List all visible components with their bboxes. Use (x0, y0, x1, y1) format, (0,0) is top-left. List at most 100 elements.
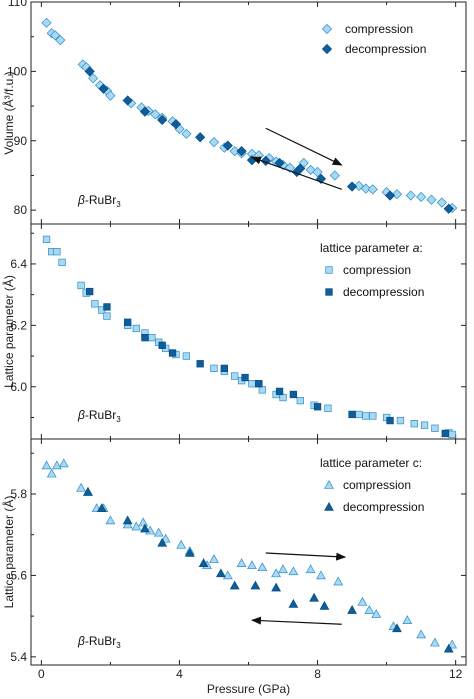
panel-3: 5.4 5.6 5.8 0 4 8 12 Lattice parameter (Å) β-RuB… (1, 438, 467, 681)
triangle-point (46, 468, 57, 478)
square-point (348, 410, 356, 419)
square-point (255, 380, 263, 388)
square-point (396, 416, 405, 425)
square-point (124, 318, 132, 326)
triangle-point (215, 568, 226, 578)
y-tick-label: 5.8 (10, 487, 27, 501)
square-point (448, 430, 456, 439)
triangle-point (347, 605, 357, 614)
square-point (258, 386, 266, 394)
square-point (91, 300, 99, 308)
square-point (362, 412, 370, 420)
square-point (431, 424, 439, 432)
legend-title-end: : (419, 241, 422, 255)
square-point (196, 360, 204, 368)
triangle-point (309, 592, 319, 602)
triangle-point (83, 486, 93, 496)
sample-label-main: -RuBr (85, 193, 116, 207)
triangle-point (140, 523, 150, 533)
square-point (148, 333, 156, 342)
series-decompression (84, 66, 454, 214)
square-point (103, 303, 111, 311)
triangle-point (247, 560, 257, 570)
x-tick-label: 12 (449, 667, 463, 681)
triangle-point (319, 600, 330, 610)
triangle-point (357, 596, 368, 606)
series-decompression (86, 287, 449, 438)
x-axis-label: Pressure (GPa) (207, 682, 290, 696)
direction-arrow (251, 156, 342, 190)
legend-label: compression (345, 22, 413, 36)
triangle-point (58, 458, 69, 468)
x-tick-label: 4 (176, 667, 183, 681)
square-point (248, 380, 256, 388)
square-point (141, 333, 149, 342)
square-point (77, 281, 85, 290)
triangle-point (316, 570, 326, 580)
diamond-point (405, 190, 416, 201)
diamond-point (170, 119, 182, 130)
sample-label: β-RuBr3 (77, 193, 121, 209)
diamond-point (50, 30, 61, 41)
square-point (241, 373, 249, 382)
triangle-point (333, 576, 344, 586)
triangle-point (278, 564, 288, 574)
y-tick-label: 110 (8, 0, 27, 9)
square-point (369, 412, 377, 420)
square-point (158, 341, 166, 349)
triangle-point (41, 460, 52, 470)
square-point (86, 287, 94, 296)
y-tick-label: 90 (14, 134, 28, 148)
legend-title: lattice parameter c: (320, 456, 422, 470)
diamond-point (360, 183, 371, 194)
triangle-point (184, 547, 195, 557)
triangle-point (229, 580, 240, 590)
y-axis-label: Lattice parameter (Å) (1, 496, 16, 609)
legend-label: compression (343, 478, 411, 492)
square-point (355, 410, 363, 419)
legend: compression decompression (321, 22, 426, 56)
diamond-point (312, 166, 323, 178)
panel-1: 80 90 100 110 Volume (Å³/f.u.) β-RuBr3 compres… (1, 0, 467, 225)
diamond-point (181, 128, 192, 139)
triangle-point (122, 515, 133, 525)
diamond-point (295, 163, 306, 174)
triangle-point (209, 554, 219, 563)
square-point (210, 364, 218, 373)
triangle-point (153, 527, 164, 537)
diamond-point (88, 73, 99, 84)
legend-marker (324, 501, 334, 511)
diamond-point (222, 140, 233, 151)
legend-label: compression (343, 263, 411, 277)
diamond-point (367, 184, 378, 195)
sample-label-prefix: β (77, 408, 85, 422)
diamond-point (384, 190, 396, 201)
square-point (103, 312, 111, 320)
panel-2: 6.0 6.2 6.4 Lattice parameter (Å) β-RuBr3 lat… (1, 223, 467, 440)
sample-label-prefix: β (77, 634, 85, 648)
y-tick-label: 5.6 (10, 568, 27, 582)
diamond-point (157, 114, 168, 126)
y-tick-label: 80 (14, 203, 28, 217)
triangle-point (176, 539, 187, 549)
square-point (168, 349, 177, 357)
triangle-point (443, 643, 454, 653)
triangle-point (157, 537, 168, 547)
y-axis-label: Lattice parameter (Å) (1, 275, 16, 388)
triangle-point (96, 503, 107, 513)
legend-title-text: lattice parameter (320, 241, 413, 255)
diamond-point (41, 17, 52, 28)
triangle-point (198, 558, 209, 567)
y-tick-label: 6.2 (10, 318, 27, 332)
diamond-point (436, 197, 447, 208)
direction-arrow (250, 616, 342, 625)
legend-title: lattice parameter a: (320, 241, 423, 255)
square-point (279, 393, 287, 402)
legend-title-var: a (413, 241, 420, 255)
sample-label-prefix: β (77, 193, 85, 207)
diamond-point (236, 146, 247, 157)
legend-marker (321, 43, 333, 55)
y-tick-label: 6.0 (10, 380, 27, 394)
